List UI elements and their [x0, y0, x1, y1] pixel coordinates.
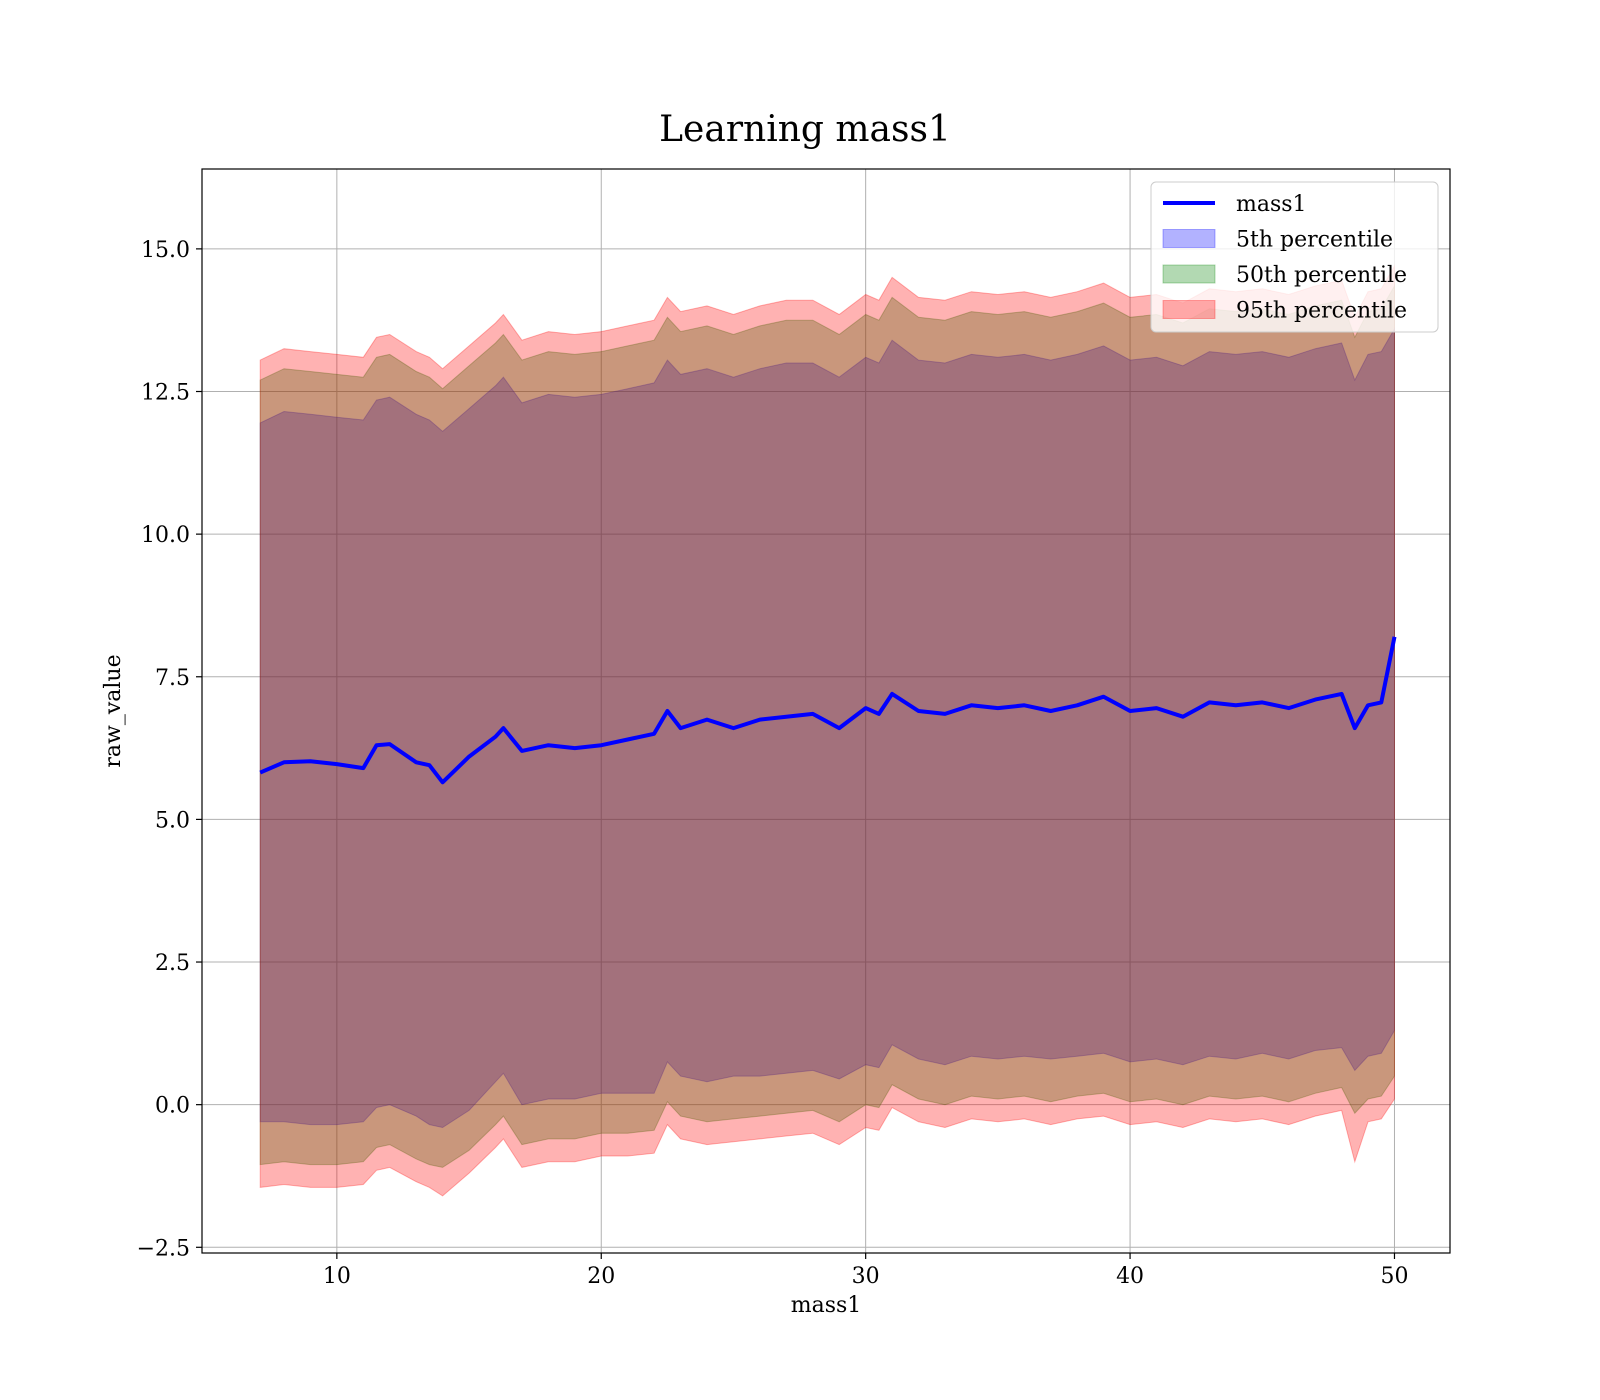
legend-entries: mass1 5th percentile 50th percentile 95th p…	[1162, 192, 1407, 324]
y-tick-label: 15.0	[141, 238, 190, 263]
x-tick-label: 30	[852, 1264, 880, 1289]
y-tick-label: 0.0	[155, 1094, 190, 1119]
y-axis-label: raw_value	[101, 654, 126, 767]
legend: mass1 5th percentile 50th percentile 95th p…	[1150, 181, 1439, 333]
x-axis-label: mass1	[791, 1293, 862, 1318]
legend-swatch	[1162, 300, 1216, 319]
x-tick-label: 50	[1380, 1264, 1408, 1289]
y-tick-label: 12.5	[141, 381, 190, 406]
y-tick-label: 2.5	[155, 951, 190, 976]
band-5th-percentile	[259, 326, 1395, 1129]
y-tick-label: 10.0	[141, 523, 190, 548]
series-lines	[259, 636, 1397, 785]
legend-box	[1150, 181, 1439, 333]
legend-label: 50th percentile	[1236, 263, 1407, 288]
legend-swatch	[1162, 229, 1216, 248]
x-axis-ticks: 10 20 30 40 50	[323, 1253, 1408, 1289]
y-axis-ticks: −2.5 0.0 2.5 5.0 7.5 10.0 12.5 15.0	[137, 238, 202, 1261]
x-tick-label: 20	[587, 1264, 615, 1289]
band-95th-percentile	[259, 264, 1395, 1197]
plot-frame	[201, 168, 1451, 1254]
x-tick-label: 10	[323, 1264, 351, 1289]
legend-swatch	[1162, 264, 1216, 284]
band-50th-percentile	[259, 284, 1395, 1168]
legend-label: 5th percentile	[1236, 228, 1393, 253]
y-tick-label: −2.5	[137, 1236, 190, 1261]
legend-label: 95th percentile	[1236, 299, 1407, 324]
percentile-bands	[259, 264, 1395, 1197]
series-line-mass1	[259, 636, 1397, 785]
y-tick-label: 5.0	[155, 808, 190, 833]
legend-label: mass1	[1236, 192, 1307, 217]
x-tick-label: 40	[1116, 1264, 1144, 1289]
y-tick-label: 7.5	[155, 666, 190, 691]
chart-title: Learning mass1	[659, 109, 951, 150]
